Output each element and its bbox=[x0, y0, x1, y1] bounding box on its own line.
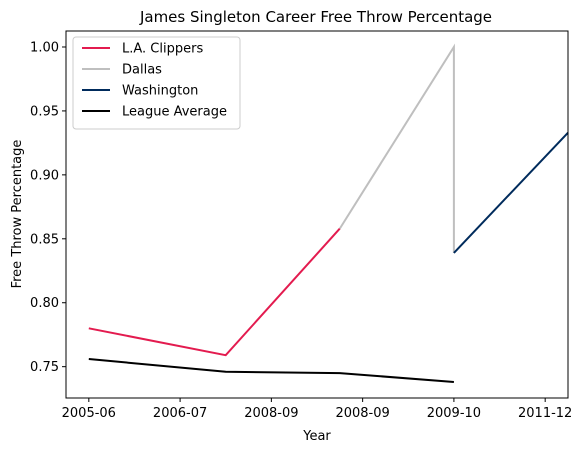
x-tick-label: 2011-12 bbox=[518, 406, 572, 421]
chart-title: James Singleton Career Free Throw Percen… bbox=[139, 8, 492, 26]
y-tick-label: 0.75 bbox=[30, 360, 59, 375]
legend-label: Washington bbox=[122, 84, 198, 99]
series-layer bbox=[88, 43, 569, 383]
plot-frame bbox=[65, 30, 569, 399]
legend-box bbox=[72, 36, 241, 130]
y-tick-label: 0.80 bbox=[30, 296, 59, 311]
x-tick-label: 2008-09 bbox=[244, 406, 298, 421]
x-axis-label: Year bbox=[302, 429, 331, 444]
x-tick-label: 2008-09 bbox=[335, 406, 389, 421]
x-axis: 2005-06 2006-07 2008-09 2008-09 2009-10 2011-… bbox=[62, 398, 572, 421]
series-line-league-average bbox=[88, 358, 454, 383]
x-tick-label: 2006-07 bbox=[153, 406, 207, 421]
x-tick-label: 2009-10 bbox=[427, 406, 481, 421]
y-tick-label: 0.90 bbox=[30, 168, 59, 183]
legend-label: Dallas bbox=[122, 63, 162, 78]
legend-label: League Average bbox=[122, 105, 227, 120]
legend-label: L.A. Clippers bbox=[122, 42, 203, 57]
x-tick-label: 2005-06 bbox=[62, 406, 116, 421]
y-axis-label: Free Throw Percentage bbox=[10, 140, 25, 289]
y-tick-label: 0.95 bbox=[30, 104, 59, 119]
legend: L.A. Clippers Dallas Washington League Aver… bbox=[72, 36, 241, 130]
series-line-washington bbox=[453, 132, 569, 254]
series-line-l-a-clippers bbox=[88, 227, 341, 357]
y-tick-label: 1.00 bbox=[30, 40, 59, 55]
series-line-dallas bbox=[338, 43, 455, 253]
y-axis: 0.75 0.80 0.85 0.90 0.95 1.00 bbox=[30, 40, 66, 375]
y-tick-label: 0.85 bbox=[30, 232, 59, 247]
